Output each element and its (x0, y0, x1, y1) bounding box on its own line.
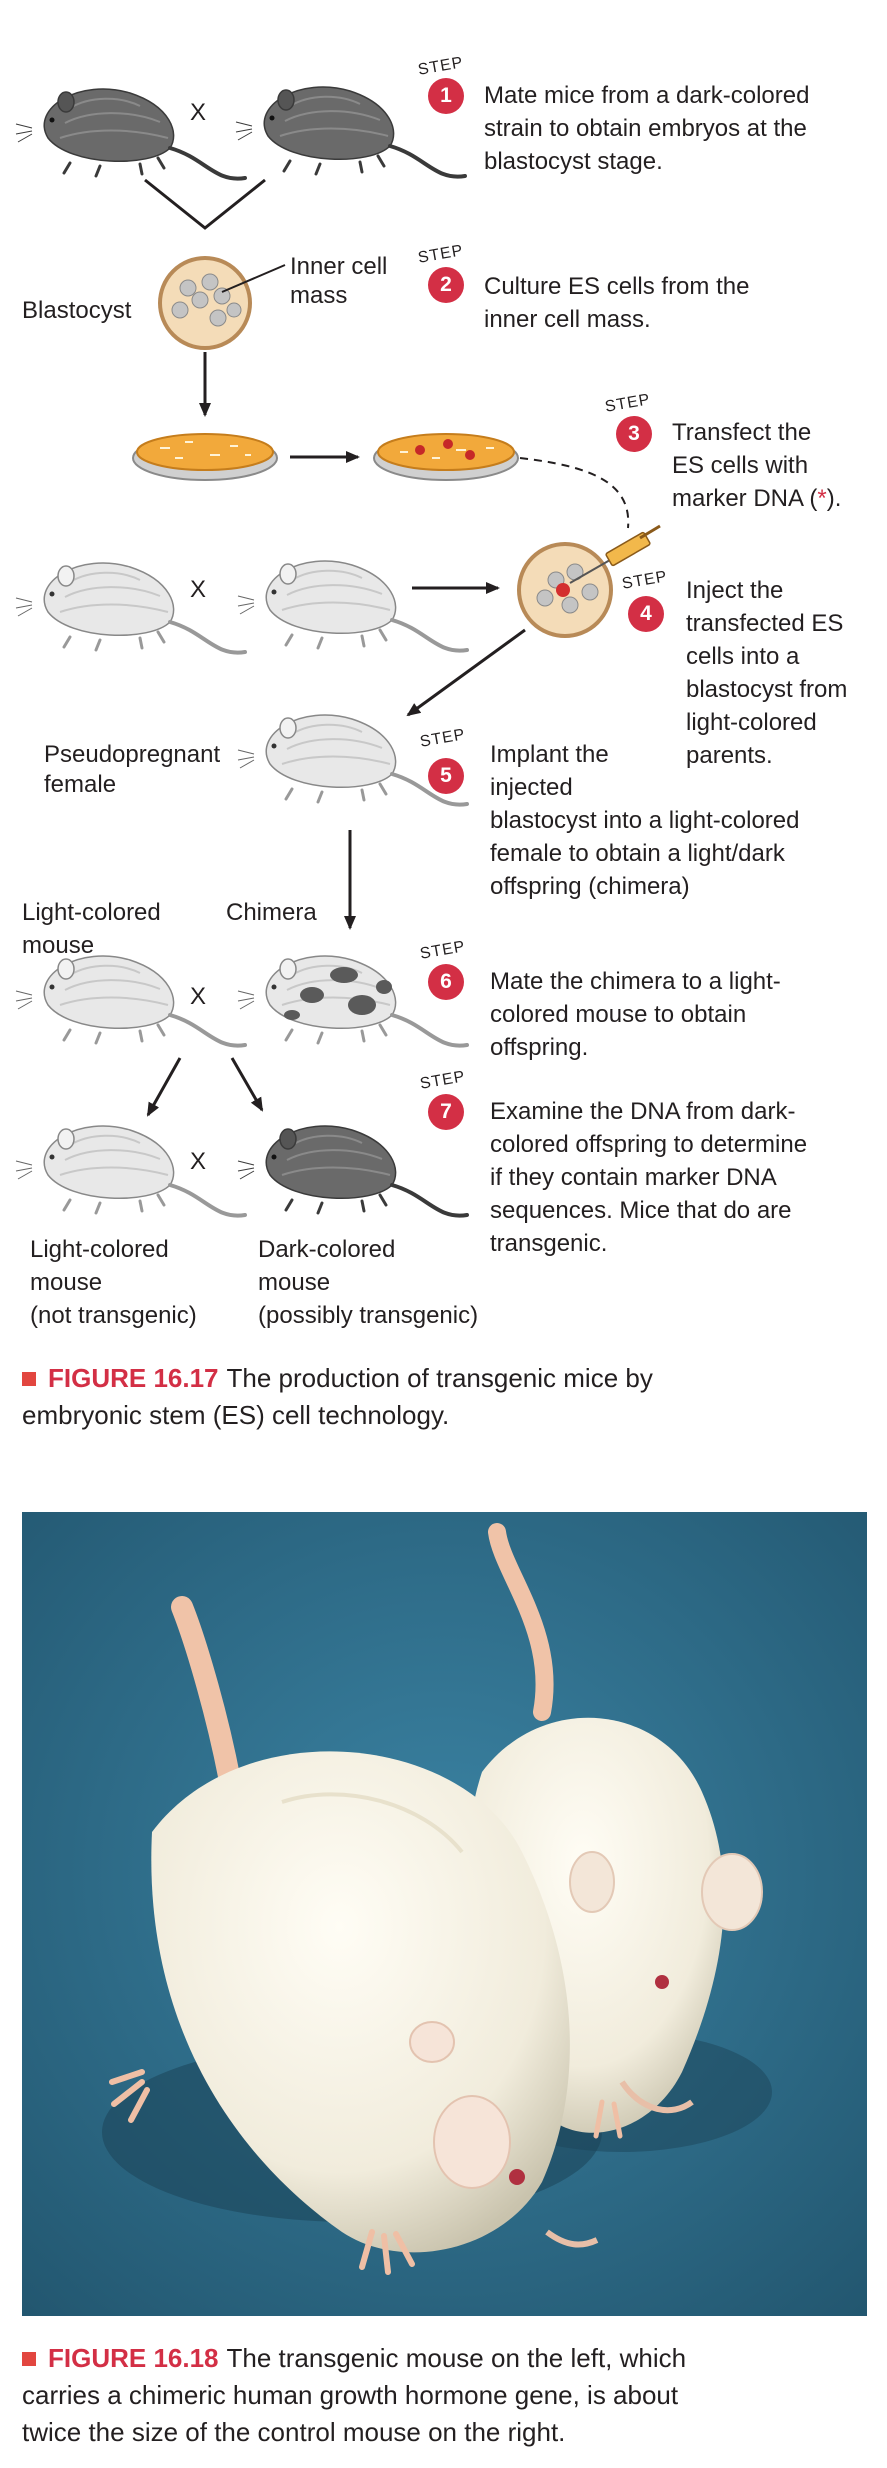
figure-16-17-text-1: The production of transgenic mice by (226, 1363, 653, 1393)
light-offspring-mouse (14, 1124, 247, 1218)
step-badge-3: 3 (616, 416, 652, 452)
step-7-line-2: colored offspring to determine (490, 1131, 808, 1158)
inner-cell-mass-label-2: mass (290, 282, 348, 309)
transgenic-mice-photo (22, 1512, 867, 2316)
step-5-line-3: blastocyst into a light-colored (490, 807, 800, 834)
step-7-line-1: Examine the DNA from dark- (490, 1098, 796, 1125)
inner-cell-mass-label-1: Inner cell (290, 253, 388, 280)
step-badge-7: 7 (428, 1094, 464, 1130)
arrow-to-light-offspring (146, 1057, 182, 1117)
step-4-line-3: cells into a (686, 643, 800, 670)
step-5-line-1: Implant the (490, 741, 609, 768)
step-badge-2: 2 (428, 267, 464, 303)
arrow-to-dark-offspring (230, 1057, 264, 1112)
figure-16-17-caption-line-2: embryonic stem (ES) cell technology. (22, 1400, 450, 1430)
step-badge-6: 6 (428, 964, 464, 1000)
dark-offspring-label-2: mouse (258, 1269, 331, 1296)
dashed-transfer-path (519, 457, 630, 529)
step-badge-4: 4 (628, 596, 664, 632)
figure-16-18-caption-line-3: twice the size of the control mouse on t… (22, 2417, 566, 2447)
figure-16-18-caption-line-1: FIGURE 16.18 The transgenic mouse on the … (22, 2340, 686, 2377)
step-6-line-2: colored mouse to obtain (490, 1001, 747, 1028)
step-5-line-5: offspring (chimera) (490, 873, 690, 900)
step-4-line-1: Inject the (686, 577, 784, 604)
cross-symbol-3: X (190, 983, 207, 1010)
cross-symbol-1: X (190, 99, 207, 126)
figure-16-17-caption: FIGURE 16.17 The production of transgenic… (22, 1360, 653, 1434)
step-5-line-2: injected (490, 774, 573, 801)
step-7-line-5: transgenic. (490, 1230, 608, 1257)
step-5-line-4: female to obtain a light/dark (490, 840, 785, 867)
step-1-line-2: strain to obtain embryos at the (484, 115, 807, 142)
light-colored-mouse-label-2: mouse (22, 932, 95, 959)
dark-offspring-mouse (236, 1124, 469, 1218)
cross-symbol-4: X (190, 1148, 207, 1175)
blastocyst-label: Blastocyst (22, 297, 132, 324)
merge-lines-step1 (144, 178, 266, 230)
step-4-line-2: transfected ES (686, 610, 844, 637)
culture-dish-transfected (373, 433, 519, 481)
pseudopregnant-label-2: female (44, 771, 117, 798)
injection-needle-icon (569, 524, 661, 584)
light-colored-mouse (14, 954, 247, 1048)
dark-offspring-label-1: Dark-colored (258, 1236, 396, 1263)
inner-cell-mass-pointer (221, 264, 286, 293)
step-3-line-3-text: marker DNA ( (672, 485, 818, 512)
light-mouse-parent-left (14, 561, 247, 655)
step-3-line-1: Transfect the (672, 419, 812, 446)
dark-mouse-parent-left (14, 87, 247, 181)
transgenic-mouse-diagram (14, 85, 661, 1218)
chimera-label: Chimera (226, 899, 317, 926)
figure-16-18-caption-line-2: carries a chimeric human growth hormone … (22, 2380, 679, 2410)
injected-blastocyst-icon (517, 542, 613, 638)
arrow-to-pseudopregnant (406, 628, 526, 717)
figure-16-18-text-1: The transgenic mouse on the left, which (226, 2343, 687, 2373)
figure-16-18-caption: FIGURE 16.18 The transgenic mouse on the … (22, 2340, 686, 2451)
marker-dna-asterisk: * (817, 485, 827, 512)
step-2-line-1: Culture ES cells from the (484, 273, 750, 300)
step-6-line-3: offspring. (490, 1034, 589, 1061)
cross-symbol-2: X (190, 576, 207, 603)
light-offspring-label-3: (not transgenic) (30, 1302, 197, 1329)
step-4-line-5: light-colored (686, 709, 817, 736)
step-6-line-1: Mate the chimera to a light- (490, 968, 781, 995)
figure-16-18-number: FIGURE 16.18 (48, 2343, 219, 2373)
step-7-line-3: if they contain marker DNA (490, 1164, 777, 1191)
step-2-line-2: inner cell mass. (484, 306, 651, 333)
caption-square-icon (22, 1372, 36, 1386)
culture-dish-es-cells (132, 433, 278, 481)
blastocyst-icon (158, 256, 252, 350)
dark-offspring-label-3: (possibly transgenic) (258, 1302, 479, 1329)
step-7-line-4: sequences. Mice that do are (490, 1197, 792, 1224)
step-4-line-4: blastocyst from (686, 676, 848, 703)
light-offspring-label-2: mouse (30, 1269, 103, 1296)
step-4-line-6: parents. (686, 742, 773, 769)
light-offspring-label-1: Light-colored (30, 1236, 169, 1263)
step-3-line-2: ES cells with (672, 452, 809, 479)
figure-16-17-number: FIGURE 16.17 (48, 1363, 219, 1393)
step-badge-5: 5 (428, 758, 464, 794)
light-mouse-parent-right (236, 559, 469, 653)
step-3-line-3: marker DNA (*). (672, 482, 841, 515)
step-3-line-3-close: ). (826, 485, 842, 512)
step-badge-1: 1 (428, 78, 464, 114)
step-1-line-1: Mate mice from a dark-colored (484, 82, 810, 109)
figure-16-17-caption-line-1: FIGURE 16.17 The production of transgenic… (22, 1360, 653, 1397)
light-colored-mouse-label-1: Light-colored (22, 899, 161, 926)
caption-square-icon (22, 2352, 36, 2366)
pseudopregnant-female-mouse (236, 713, 469, 807)
pseudopregnant-label-1: Pseudopregnant (44, 741, 221, 768)
step-1-line-3: blastocyst stage. (484, 148, 663, 175)
